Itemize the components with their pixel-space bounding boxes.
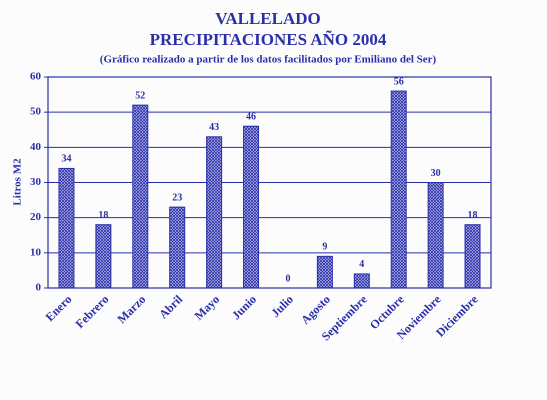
bar [427, 182, 444, 289]
value-label: 23 [172, 192, 182, 203]
bar [169, 206, 186, 289]
value-label: 46 [246, 112, 256, 123]
y-tick-label: 40 [30, 141, 42, 153]
bar [390, 90, 407, 289]
bar [464, 224, 481, 289]
bar [316, 255, 333, 289]
chart-title: VALLELADO [215, 9, 321, 28]
chart-title: PRECIPITACIONES AÑO 2004 [150, 30, 387, 49]
value-label: 9 [322, 242, 327, 253]
y-axis-label: Litros M2 [12, 158, 24, 206]
value-label: 18 [98, 210, 108, 221]
y-tick-label: 20 [30, 211, 42, 223]
bar [353, 273, 370, 289]
y-tick-label: 50 [30, 106, 42, 118]
value-label: 34 [61, 154, 71, 165]
value-label: 4 [359, 259, 364, 270]
value-label: 0 [285, 273, 290, 284]
y-tick-label: 10 [30, 246, 42, 258]
bar [132, 104, 149, 289]
value-label: 43 [209, 122, 219, 133]
value-label: 18 [468, 210, 478, 221]
bar [58, 167, 75, 289]
y-tick-label: 0 [36, 282, 42, 294]
value-label: 30 [431, 168, 441, 179]
value-label: 56 [394, 76, 404, 87]
bar [95, 224, 112, 289]
chart-subtitle: (Gráfico realizado a partir de los datos… [100, 54, 437, 66]
bar [206, 136, 223, 289]
value-label: 52 [135, 90, 145, 101]
y-tick-label: 30 [30, 176, 42, 188]
y-tick-label: 60 [30, 71, 42, 83]
bar [243, 125, 260, 289]
